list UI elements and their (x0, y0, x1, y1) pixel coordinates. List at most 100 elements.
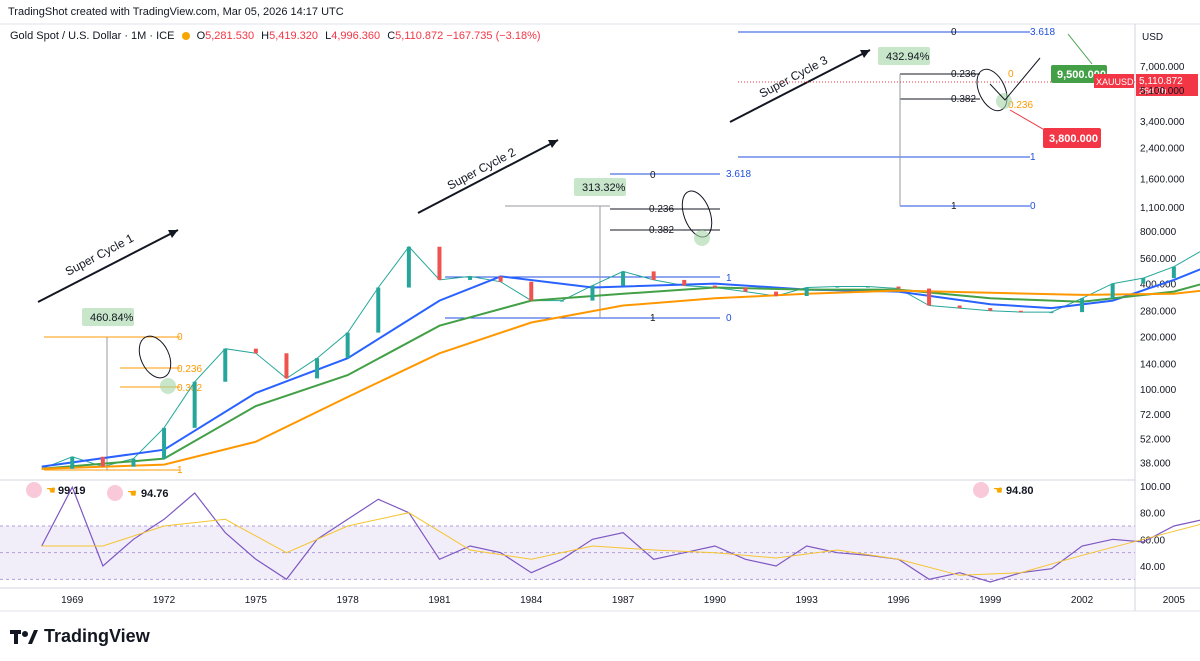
rsi-tick-label: 60.00 (1140, 535, 1165, 546)
price-candle (804, 287, 809, 296)
rsi-peak1-label: 99.19 (58, 485, 86, 497)
time-tick-label: 1993 (796, 595, 819, 606)
gain1-label: 460.84% (90, 312, 134, 324)
price-candle (712, 285, 717, 288)
high-label: H (261, 30, 270, 42)
symbol-legend: Gold Spot / U.S. Dollar · 1M · ICE O5,28… (10, 30, 541, 42)
fib2-ext: 3.618 (726, 169, 751, 180)
gain3-box (878, 47, 930, 65)
fib2-zero: 0 (650, 170, 656, 181)
currency-label: USD (1142, 32, 1163, 43)
fib1-0236: 0.236 (177, 364, 202, 375)
fib3-zero-blue: 0 (1030, 201, 1036, 212)
rsi-tick-label: 80.00 (1140, 509, 1165, 520)
price-candle (559, 300, 564, 302)
price-candle (651, 271, 656, 280)
price-candle (682, 279, 687, 286)
close-label: C (387, 30, 396, 42)
price-tick-label: 52.000 (1140, 435, 1171, 446)
price-tick-label: 2,400.000 (1140, 143, 1185, 154)
hand-icon: ☚ (46, 485, 56, 497)
price-candle (621, 271, 626, 286)
rsi-peak2-label: 94.76 (141, 488, 169, 500)
price-tick-label: 1,100.000 (1140, 203, 1185, 214)
chart-marks: 7,000.000 5,100.000 3,400.000 2,400.000 1,60… (0, 62, 1200, 606)
price-tick-label: 560.000 (1140, 254, 1177, 265)
cycle3-arrow (729, 49, 871, 123)
cycle1-ellipse (138, 335, 172, 379)
price-candle (1171, 266, 1176, 279)
price-candle (529, 281, 534, 301)
low-label: L (325, 30, 332, 42)
fib3-one-blue: 1 (1030, 152, 1036, 163)
fib2-0382: 0.382 (649, 225, 674, 236)
rsi-peak2-marker (107, 485, 123, 501)
rsi-peak3-marker (973, 482, 989, 498)
cycle3-ellipse (976, 68, 1008, 112)
price-candle (1141, 278, 1146, 284)
gain3-label: 432.94% (886, 51, 930, 63)
price-candle (498, 276, 503, 282)
low-value: 4,996.360 (331, 30, 381, 42)
cycle1-arrow (37, 229, 179, 303)
price-candle (1018, 310, 1023, 313)
time-tick-label: 1981 (428, 595, 451, 606)
time-tick-label: 1975 (245, 595, 268, 606)
time-tick-label: 1972 (153, 595, 176, 606)
ma-mid-line (41, 283, 1200, 470)
price-tick-label: 800.000 (1140, 227, 1177, 238)
upper-target-label: 9,500.000 (1057, 69, 1106, 81)
price-candle (376, 287, 381, 333)
price-candle (896, 286, 901, 289)
ma-fast-line (41, 268, 1200, 468)
price-candle (406, 246, 411, 288)
rsi-band (0, 526, 1135, 580)
price-tick-label: 1,600.000 (1140, 174, 1185, 185)
price-candle (590, 285, 595, 301)
cycle2-arrow (417, 139, 559, 214)
time-tick-label: 1987 (612, 595, 635, 606)
price-line (41, 245, 1200, 470)
gain2-box (574, 178, 626, 196)
tradingview-logo[interactable]: TradingView (10, 626, 150, 647)
price-candle (988, 308, 993, 311)
upper-target-box (1051, 65, 1107, 83)
created-by-text: TradingShot created with TradingView.com… (8, 6, 344, 18)
hand-icon: ☚ (127, 488, 137, 500)
fib3-0236-orange: 0.236 (1008, 100, 1033, 111)
price-candle (865, 286, 870, 288)
time-tick-label: 1996 (887, 595, 910, 606)
time-tick-label: 1999 (979, 595, 1002, 606)
price-tick-label: 38.000 (1140, 459, 1171, 470)
rsi-peak1-marker (26, 482, 42, 498)
price-tick-label: 280.000 (1140, 307, 1177, 318)
price-tick-label: 5,100.000 (1140, 86, 1185, 97)
symbol-name[interactable]: Gold Spot / U.S. Dollar · 1M · ICE (10, 30, 175, 42)
rsi-peak3-label: 94.80 (1006, 485, 1034, 497)
last-price: 5,110.872 (1139, 76, 1183, 87)
projection-path (989, 57, 1041, 101)
fib2-one: 1 (650, 313, 656, 324)
fib1-zero: 0 (177, 332, 183, 343)
lower-target-line (1009, 109, 1049, 133)
cycle3-marker (996, 93, 1012, 109)
price-candle (1110, 283, 1115, 299)
fib2-0236: 0.236 (649, 204, 674, 215)
fib2-zero-blue: 0 (726, 313, 732, 324)
time-tick-label: 1990 (704, 595, 727, 606)
price-candle (1049, 312, 1054, 314)
tradingview-wordmark: TradingView (44, 626, 150, 646)
symbol-tag (1094, 74, 1134, 88)
price-tick-label: 3,400.000 (1140, 117, 1185, 128)
rsi-signal-line (41, 512, 1200, 576)
open-value: 5,281.530 (205, 30, 255, 42)
price-candle (100, 456, 105, 467)
tradingview-logo-icon (10, 629, 38, 644)
rsi-tick-label: 100.00 (1140, 482, 1171, 493)
change-value: −167.735 (−3.18%) (446, 30, 541, 42)
time-tick-label: 1984 (520, 595, 543, 606)
price-candle (468, 276, 473, 280)
fib3-0236: 0.236 (951, 69, 976, 80)
fib3-zero: 0 (951, 27, 957, 38)
